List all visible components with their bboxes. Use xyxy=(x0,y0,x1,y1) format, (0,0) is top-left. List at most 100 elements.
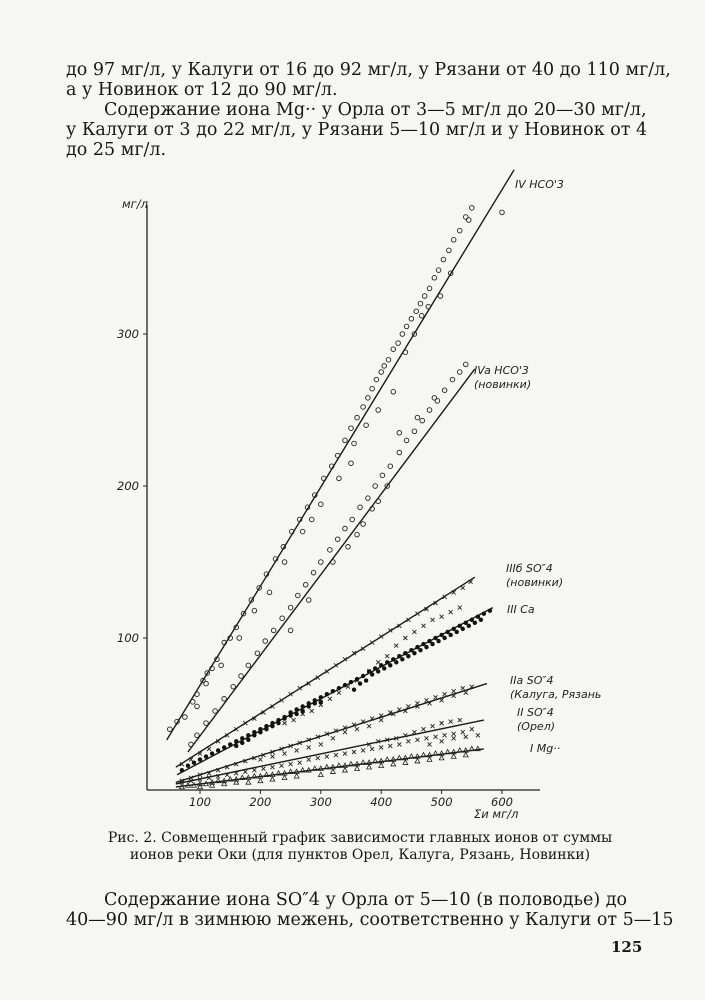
data-point xyxy=(433,635,438,641)
data-point xyxy=(419,417,426,424)
data-point xyxy=(360,719,366,724)
data-point xyxy=(252,730,257,735)
data-point xyxy=(333,752,339,758)
data-point xyxy=(447,270,454,276)
data-point xyxy=(414,414,421,421)
data-point xyxy=(258,757,263,762)
data-point xyxy=(245,778,252,785)
data-point xyxy=(460,585,466,591)
data-point xyxy=(191,760,197,765)
data-point xyxy=(426,756,433,762)
data-point xyxy=(224,732,230,738)
data-point xyxy=(403,437,410,444)
data-point xyxy=(412,651,417,656)
data-point xyxy=(426,285,433,292)
data-point xyxy=(318,559,324,565)
data-point xyxy=(236,635,243,641)
data-point xyxy=(442,691,447,697)
data-point xyxy=(299,766,306,773)
data-point xyxy=(311,765,318,771)
data-point xyxy=(224,772,230,778)
series-label: (новинки) xyxy=(474,378,531,391)
data-point xyxy=(388,663,393,668)
data-point xyxy=(252,767,257,773)
data-point xyxy=(373,376,380,383)
data-point xyxy=(281,774,288,781)
series-trend-line xyxy=(175,748,484,788)
data-point xyxy=(272,556,279,562)
data-point xyxy=(360,521,366,527)
data-point xyxy=(421,641,426,647)
data-point xyxy=(306,704,311,709)
series-trend-line xyxy=(175,682,488,784)
x-tick-label: 500 xyxy=(431,795,453,809)
data-point xyxy=(289,528,295,535)
data-point xyxy=(433,734,438,740)
data-point xyxy=(451,736,456,741)
data-point xyxy=(174,718,180,725)
data-point xyxy=(402,759,409,765)
data-point xyxy=(384,737,390,743)
data-point xyxy=(221,639,227,646)
data-point xyxy=(439,632,444,638)
data-point xyxy=(336,475,342,482)
data-point xyxy=(317,765,324,771)
data-point xyxy=(306,745,312,750)
data-point xyxy=(215,777,222,784)
data-point xyxy=(450,753,457,759)
data-point xyxy=(209,778,216,785)
data-point xyxy=(387,710,393,715)
series-trend-line xyxy=(166,169,515,741)
data-point xyxy=(460,626,465,632)
data-point xyxy=(468,579,473,585)
data-point xyxy=(258,730,263,735)
data-point xyxy=(294,748,299,753)
data-point xyxy=(305,597,312,603)
data-point xyxy=(351,440,357,447)
data-point xyxy=(305,766,312,773)
data-point xyxy=(378,369,384,375)
data-point xyxy=(436,638,441,644)
data-point xyxy=(190,782,198,788)
data-point xyxy=(218,662,224,669)
data-point xyxy=(203,754,209,759)
data-point xyxy=(424,606,429,612)
data-point xyxy=(414,757,421,764)
data-point xyxy=(287,604,294,611)
data-point xyxy=(378,717,384,723)
data-point xyxy=(342,437,348,444)
data-point xyxy=(438,754,445,761)
data-point xyxy=(238,673,244,679)
data-point xyxy=(233,624,239,631)
data-point xyxy=(179,780,185,785)
data-point xyxy=(442,732,447,738)
data-point xyxy=(384,483,390,489)
data-point xyxy=(424,736,429,741)
data-point xyxy=(460,685,466,691)
data-point xyxy=(418,313,425,319)
data-point xyxy=(369,506,375,512)
data-point xyxy=(304,504,311,511)
data-point xyxy=(451,688,456,694)
data-point xyxy=(472,620,478,625)
data-point xyxy=(360,646,366,651)
data-point xyxy=(315,734,321,740)
data-point xyxy=(390,346,397,352)
data-point xyxy=(190,699,196,705)
data-point xyxy=(348,679,354,685)
data-point xyxy=(363,678,369,683)
data-point xyxy=(324,669,330,674)
data-point xyxy=(375,669,381,674)
data-point xyxy=(403,708,408,714)
data-point xyxy=(463,620,468,625)
data-point xyxy=(396,754,403,761)
data-point xyxy=(382,666,387,671)
data-point xyxy=(469,684,475,689)
x-tick-label: 400 xyxy=(370,795,392,809)
data-point xyxy=(342,682,348,688)
data-point xyxy=(390,711,396,717)
data-point xyxy=(403,732,408,738)
data-point xyxy=(242,720,248,726)
data-point xyxy=(214,656,220,663)
